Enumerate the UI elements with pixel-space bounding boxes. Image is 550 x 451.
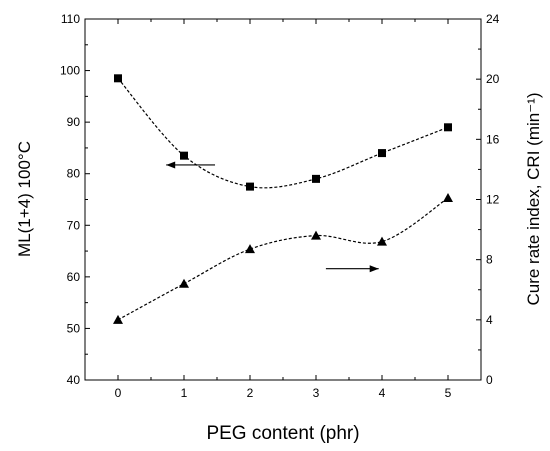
y-right-tick-label: 4 xyxy=(486,313,493,327)
fit-curve-triangle xyxy=(117,197,449,321)
y-left-tick-label: 100 xyxy=(60,64,80,78)
arrow-left-head xyxy=(166,161,176,169)
x-tick-label: 1 xyxy=(181,386,188,400)
y-right-tick-label: 0 xyxy=(486,373,493,387)
arrow-right-head xyxy=(369,265,379,273)
square-marker xyxy=(312,174,320,183)
y-axis-left: 40 50 60 70 80 90 100 110 xyxy=(60,12,90,387)
triangle-marker xyxy=(245,244,255,254)
x-tick-label: 4 xyxy=(379,386,386,400)
y-left-tick-label: 40 xyxy=(67,373,81,387)
y-axis-right-title: Cure rate index, CRI (min⁻¹) xyxy=(524,92,543,305)
y-axis-left-title: ML(1+4) 100°C xyxy=(15,141,34,257)
plot-frame xyxy=(84,18,482,381)
y-left-tick-label: 60 xyxy=(67,270,81,284)
y-right-tick-label: 24 xyxy=(486,12,500,26)
x-axis: 0 1 2 3 4 5 xyxy=(115,19,452,400)
x-tick-label: 3 xyxy=(313,386,320,400)
square-marker xyxy=(444,123,452,132)
y-left-tick-label: 110 xyxy=(61,12,80,26)
fit-curve-square xyxy=(117,77,449,189)
x-tick-label: 0 xyxy=(115,386,122,400)
y-left-tick-label: 50 xyxy=(67,321,81,335)
y-right-tick-label: 16 xyxy=(486,132,500,146)
y-left-tick-label: 80 xyxy=(67,167,81,181)
square-marker xyxy=(114,74,122,83)
x-axis-title: PEG content (phr) xyxy=(206,423,359,444)
y-right-tick-label: 20 xyxy=(486,72,500,86)
triangle-marker xyxy=(113,314,123,324)
triangle-marker xyxy=(443,192,453,202)
triangle-marker xyxy=(179,278,189,288)
y-left-tick-label: 90 xyxy=(67,115,81,129)
square-marker xyxy=(246,182,254,191)
y-left-tick-label: 70 xyxy=(67,218,81,232)
x-tick-label: 2 xyxy=(247,386,254,400)
y-right-tick-label: 8 xyxy=(486,253,493,267)
y-right-tick-label: 12 xyxy=(486,193,500,207)
axis-arrows xyxy=(166,161,379,273)
triangle-marker xyxy=(377,236,387,246)
triangle-marker xyxy=(311,230,321,240)
fit-curves xyxy=(117,77,449,321)
x-tick-label: 5 xyxy=(445,386,452,400)
square-marker xyxy=(180,151,188,160)
y-axis-right: 0 4 8 12 16 20 24 xyxy=(476,12,500,387)
square-marker xyxy=(378,149,386,158)
data-markers xyxy=(113,74,453,324)
